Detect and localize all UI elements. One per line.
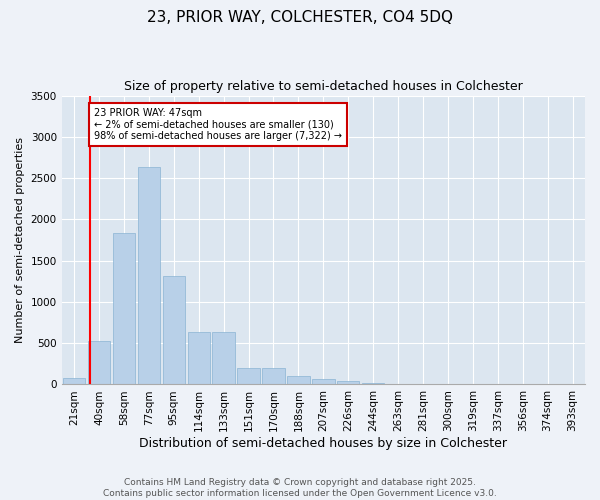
Y-axis label: Number of semi-detached properties: Number of semi-detached properties <box>15 137 25 343</box>
Bar <box>312 379 335 384</box>
Bar <box>63 378 85 384</box>
Text: Contains HM Land Registry data © Crown copyright and database right 2025.
Contai: Contains HM Land Registry data © Crown c… <box>103 478 497 498</box>
Bar <box>362 383 385 384</box>
Bar <box>238 368 260 384</box>
Bar <box>287 376 310 384</box>
Title: Size of property relative to semi-detached houses in Colchester: Size of property relative to semi-detach… <box>124 80 523 93</box>
Bar <box>88 340 110 384</box>
Bar <box>137 166 160 384</box>
Bar <box>262 368 285 384</box>
X-axis label: Distribution of semi-detached houses by size in Colchester: Distribution of semi-detached houses by … <box>139 437 508 450</box>
Bar <box>188 332 210 384</box>
Text: 23 PRIOR WAY: 47sqm
← 2% of semi-detached houses are smaller (130)
98% of semi-d: 23 PRIOR WAY: 47sqm ← 2% of semi-detache… <box>94 108 342 141</box>
Bar <box>163 276 185 384</box>
Bar <box>113 232 135 384</box>
Bar <box>212 332 235 384</box>
Text: 23, PRIOR WAY, COLCHESTER, CO4 5DQ: 23, PRIOR WAY, COLCHESTER, CO4 5DQ <box>147 10 453 25</box>
Bar <box>337 381 359 384</box>
